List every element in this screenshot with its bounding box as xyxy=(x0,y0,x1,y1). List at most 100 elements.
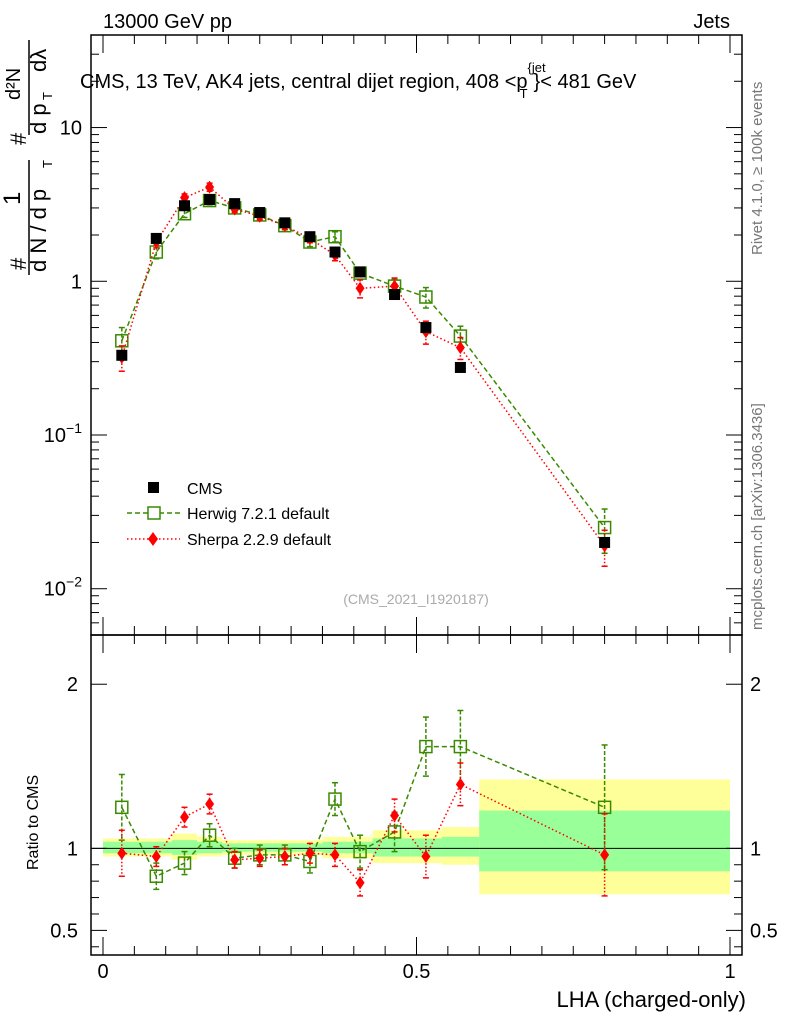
ratio-sherpa-point xyxy=(355,876,365,890)
ylabel-t-1: T xyxy=(40,160,55,168)
legend-entry-cms: CMS xyxy=(148,481,223,498)
main-herwig-line xyxy=(121,199,606,529)
main-cms-point xyxy=(599,536,611,548)
header-left-label: 13000 GeV pp xyxy=(103,11,232,33)
x-tick-label: 0 xyxy=(97,961,108,983)
main-cms-point xyxy=(304,231,316,243)
ratio-band-inner xyxy=(171,840,198,855)
x-tick-label: 0.5 xyxy=(403,961,431,983)
main-sherpa-point xyxy=(455,341,465,355)
main-cms-point xyxy=(354,266,366,278)
ratio-sherpa-point xyxy=(255,851,265,865)
ratio-series-sherpa xyxy=(117,762,610,897)
main-cms-point xyxy=(150,232,162,244)
ratio-herwig-point xyxy=(328,792,342,806)
ylabel-dl: dλ xyxy=(26,49,51,72)
ratio-ticks: 2 2 1 1 0.5 0.5 0 0.5 1 xyxy=(50,635,778,983)
legend-sherpa-label: Sherpa 2.2.9 default xyxy=(187,532,332,549)
ratio-sherpa-point xyxy=(151,850,161,864)
main-cms-point xyxy=(179,200,191,212)
ratio-band-inner xyxy=(222,843,248,852)
main-herwig-point xyxy=(453,329,468,343)
ratio-herwig-point xyxy=(597,800,612,815)
legend: CMS Herwig 7.2.1 default Sherpa 2.2.9 de… xyxy=(127,481,332,549)
main-y-tick-label: 10−2 xyxy=(44,574,82,601)
ratio-y-tick-label-right: 1 xyxy=(750,838,761,860)
header-right-label: Jets xyxy=(693,11,730,33)
ratio-sherpa-line xyxy=(121,783,605,885)
ratio-sherpa-point xyxy=(421,850,431,864)
main-title-sub: T xyxy=(520,86,528,101)
ratio-herwig-point xyxy=(387,825,402,839)
ratio-sherpa-point xyxy=(230,853,240,867)
ratio-uncertainty-bands xyxy=(103,779,730,895)
x-tick-label: 1 xyxy=(724,961,735,983)
main-sherpa-point xyxy=(205,180,215,194)
ratio-frame xyxy=(90,634,743,956)
ratio-herwig-line xyxy=(121,745,605,878)
ratio-band-inner xyxy=(197,841,223,854)
ratio-sherpa-point xyxy=(117,846,127,860)
main-cms-point xyxy=(389,289,401,301)
main-herwig-point xyxy=(419,290,433,304)
main-cms-point xyxy=(420,322,432,334)
main-series xyxy=(115,180,612,568)
main-sherpa-point xyxy=(355,281,365,295)
legend-herwig-label: Herwig 7.2.1 default xyxy=(187,506,330,523)
main-cms-point xyxy=(254,207,266,219)
ratio-sherpa-point xyxy=(205,797,215,811)
ylabel-hash-1: # xyxy=(6,257,31,270)
main-y-tick-label: 1 xyxy=(71,271,82,293)
legend-cms-marker xyxy=(148,482,159,493)
main-cms-point xyxy=(229,198,241,210)
ratio-sherpa-point xyxy=(305,846,315,860)
main-title-text: CMS, 13 TeV, AK4 jets, central dijet reg… xyxy=(80,71,528,93)
rivet-version-label: Rivet 4.1.0, ≥ 100k events xyxy=(749,82,766,255)
ratio-herwig-point xyxy=(353,844,367,859)
analysis-watermark: (CMS_2021_I1920187) xyxy=(343,591,489,607)
main-y-tick-label: 10 xyxy=(60,118,82,140)
ylabel-dpt: d p xyxy=(26,103,51,134)
x-axis-label: LHA (charged-only) xyxy=(556,987,746,1012)
ratio-sherpa-point xyxy=(390,809,400,823)
legend-herwig-marker xyxy=(147,506,161,520)
ratio-y-tick-label: 2 xyxy=(67,674,78,696)
main-y-tick-label: 10−1 xyxy=(44,420,82,447)
main-y-tick-exponent: −1 xyxy=(66,420,82,436)
main-y-axis-label: # 1 d N / d p T # d²N d p T dλ xyxy=(0,40,55,275)
main-series-herwig xyxy=(115,193,612,555)
main-title: CMS, 13 TeV, AK4 jets, central dijet reg… xyxy=(80,60,637,101)
ylabel-d2n: d²N xyxy=(3,68,25,100)
main-title-tail: }< 481 GeV xyxy=(534,71,638,93)
ratio-band-inner xyxy=(441,836,480,857)
main-ticks: 10 1 10−1 10−2 xyxy=(44,34,742,636)
ratio-y-tick-label-right: 0.5 xyxy=(750,920,778,942)
ratio-y-tick-label: 1 xyxy=(67,838,78,860)
main-sherpa-line xyxy=(121,186,606,547)
main-cms-point xyxy=(279,217,291,229)
mcplots-label: mcplots.cern.ch [arXiv:1306.3436] xyxy=(749,403,766,630)
ratio-herwig-point xyxy=(419,739,433,754)
ylabel-hash-2: # xyxy=(6,132,31,145)
main-title-sup: {jet xyxy=(528,60,546,75)
ratio-herwig-point xyxy=(149,869,164,883)
ratio-herwig-point xyxy=(115,800,129,815)
legend-entry-sherpa: Sherpa 2.2.9 default xyxy=(127,532,332,549)
ratio-herwig-point xyxy=(177,856,192,870)
legend-entry-herwig: Herwig 7.2.1 default xyxy=(127,506,330,523)
ratio-y-tick-label: 0.5 xyxy=(50,920,78,942)
main-herwig-point xyxy=(597,520,612,535)
ratio-herwig-point xyxy=(202,828,217,842)
main-cms-point xyxy=(454,361,466,373)
ratio-herwig-point xyxy=(453,739,468,754)
ratio-series xyxy=(115,709,612,897)
main-herwig-point xyxy=(328,229,342,244)
ylabel-t-2: T xyxy=(40,92,55,100)
ratio-sherpa-point xyxy=(455,777,465,791)
ratio-panel: 2 2 1 1 0.5 0.5 0 0.5 1 xyxy=(50,634,778,983)
legend-cms-label: CMS xyxy=(187,481,223,498)
legend-sherpa-marker xyxy=(148,532,158,546)
main-cms-point xyxy=(116,349,128,361)
ratio-y-axis-label: Ratio to CMS xyxy=(25,775,42,870)
